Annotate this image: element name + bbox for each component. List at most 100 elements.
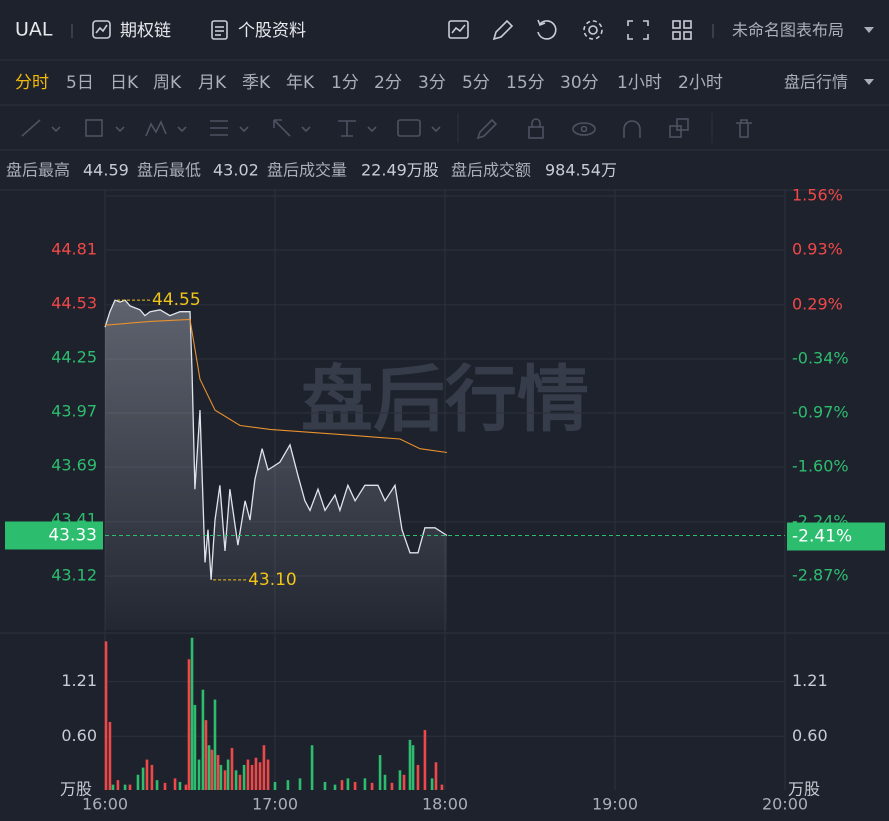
x-tick-label: 20:00 bbox=[762, 795, 808, 814]
volume-bar bbox=[173, 778, 177, 790]
volume-bar bbox=[363, 778, 367, 790]
y-tick-label: 44.53 bbox=[51, 294, 97, 313]
period-tab[interactable]: 1分 bbox=[331, 73, 359, 93]
icon bbox=[397, 119, 421, 137]
volume-bar bbox=[383, 774, 387, 790]
vol-tick-label: 1.21 bbox=[792, 671, 828, 690]
summary-label: 盘后成交量 bbox=[267, 161, 347, 180]
icon bbox=[431, 126, 441, 133]
volume-bar bbox=[123, 784, 127, 790]
volume-bar bbox=[408, 739, 412, 790]
period-tab[interactable]: 季K bbox=[242, 73, 271, 93]
period-tab[interactable]: 年K bbox=[286, 73, 315, 93]
link[interactable]: 个股资料 bbox=[238, 21, 306, 41]
price-badge bbox=[5, 521, 103, 550]
icon bbox=[623, 120, 641, 138]
volume-bar bbox=[145, 759, 149, 790]
volume-bar bbox=[258, 762, 262, 790]
period-tab[interactable]: 15分 bbox=[506, 73, 545, 93]
icon bbox=[683, 20, 692, 29]
volume-bar bbox=[104, 641, 108, 790]
period-tab[interactable]: 2分 bbox=[374, 73, 402, 93]
icon[interactable] bbox=[492, 19, 514, 41]
icon bbox=[21, 119, 41, 137]
volume-bar bbox=[201, 689, 205, 790]
y-tick-label: 43.69 bbox=[51, 456, 97, 475]
volume-bar bbox=[378, 755, 382, 790]
volume-bar bbox=[262, 745, 266, 790]
icon bbox=[145, 120, 167, 137]
volume-bar bbox=[207, 745, 211, 790]
y2-tick-label: 0.93% bbox=[792, 240, 843, 259]
volume-bar bbox=[390, 782, 394, 790]
vol-unit: 万股 bbox=[60, 780, 92, 799]
dropdown-arrow[interactable] bbox=[864, 27, 874, 33]
volume-bar bbox=[187, 659, 191, 790]
volume-bar bbox=[370, 782, 374, 790]
volume-bar bbox=[223, 770, 227, 790]
symbol[interactable]: UAL bbox=[15, 19, 53, 41]
icon bbox=[211, 20, 228, 40]
volume-bar bbox=[210, 749, 214, 790]
icon bbox=[177, 126, 187, 133]
toolbar-icons[interactable] bbox=[448, 19, 692, 41]
volume-bar bbox=[163, 782, 167, 790]
icon[interactable] bbox=[672, 20, 681, 29]
icon bbox=[92, 20, 111, 39]
period-tab[interactable]: 分时 bbox=[15, 73, 49, 93]
y-tick-label: 44.25 bbox=[51, 348, 97, 367]
volume-bar bbox=[197, 759, 201, 790]
link[interactable]: 期权链 bbox=[120, 21, 171, 41]
period-tab[interactable]: 1小时 bbox=[617, 73, 662, 93]
y2-tick-label: -1.60% bbox=[792, 457, 849, 476]
volume-bar bbox=[246, 759, 250, 790]
icon[interactable] bbox=[448, 20, 469, 39]
price-badge-label: 43.33 bbox=[48, 525, 97, 545]
y-tick-label: 44.81 bbox=[51, 240, 97, 259]
icon bbox=[580, 125, 588, 133]
icon bbox=[115, 126, 125, 133]
period-tab[interactable]: 5分 bbox=[462, 73, 490, 93]
icon[interactable] bbox=[588, 25, 598, 35]
volume-bar bbox=[219, 764, 223, 790]
volume-bar bbox=[346, 778, 350, 790]
icon bbox=[683, 31, 692, 40]
volume-bar bbox=[234, 770, 238, 790]
period-tab[interactable]: 30分 bbox=[560, 73, 599, 93]
volume-bar bbox=[402, 774, 406, 790]
annotation-label: 44.55 bbox=[152, 290, 201, 310]
period-tab[interactable]: 2小时 bbox=[678, 73, 723, 93]
volume-bar bbox=[111, 784, 115, 790]
volume-bar bbox=[190, 637, 194, 790]
volume-bar bbox=[150, 764, 154, 790]
summary-value: 43.02 bbox=[213, 161, 259, 180]
volume-bar bbox=[108, 721, 112, 790]
icon[interactable] bbox=[537, 19, 557, 40]
volume-bar bbox=[353, 781, 357, 790]
icon bbox=[239, 126, 249, 133]
period-tab[interactable]: 5日 bbox=[66, 73, 94, 93]
dropdown-arrow[interactable] bbox=[864, 79, 874, 85]
icon bbox=[528, 126, 544, 139]
icon[interactable] bbox=[627, 20, 649, 40]
volume-bar bbox=[286, 780, 290, 790]
y2-tick-label: -2.87% bbox=[792, 565, 849, 584]
summary-value: 44.59 bbox=[83, 161, 129, 180]
session[interactable]: 盘后行情 bbox=[784, 73, 848, 92]
icon bbox=[95, 24, 108, 34]
icon bbox=[583, 20, 603, 40]
period-tab[interactable]: 3分 bbox=[418, 73, 446, 93]
vol-tick-label: 0.60 bbox=[61, 726, 97, 745]
period-tab[interactable]: 周K bbox=[153, 73, 182, 93]
period-tab[interactable]: 月K bbox=[198, 73, 227, 93]
price-line bbox=[104, 318, 448, 454]
layout-name[interactable]: 未命名图表布局 bbox=[732, 21, 844, 40]
volume-bar bbox=[116, 780, 120, 790]
period-tab[interactable]: 日K bbox=[110, 73, 139, 93]
y2-tick-label: -0.97% bbox=[792, 403, 849, 422]
volume-bar bbox=[242, 764, 246, 790]
summary-label: 盘后最高 bbox=[6, 161, 70, 180]
price-line bbox=[104, 299, 448, 580]
